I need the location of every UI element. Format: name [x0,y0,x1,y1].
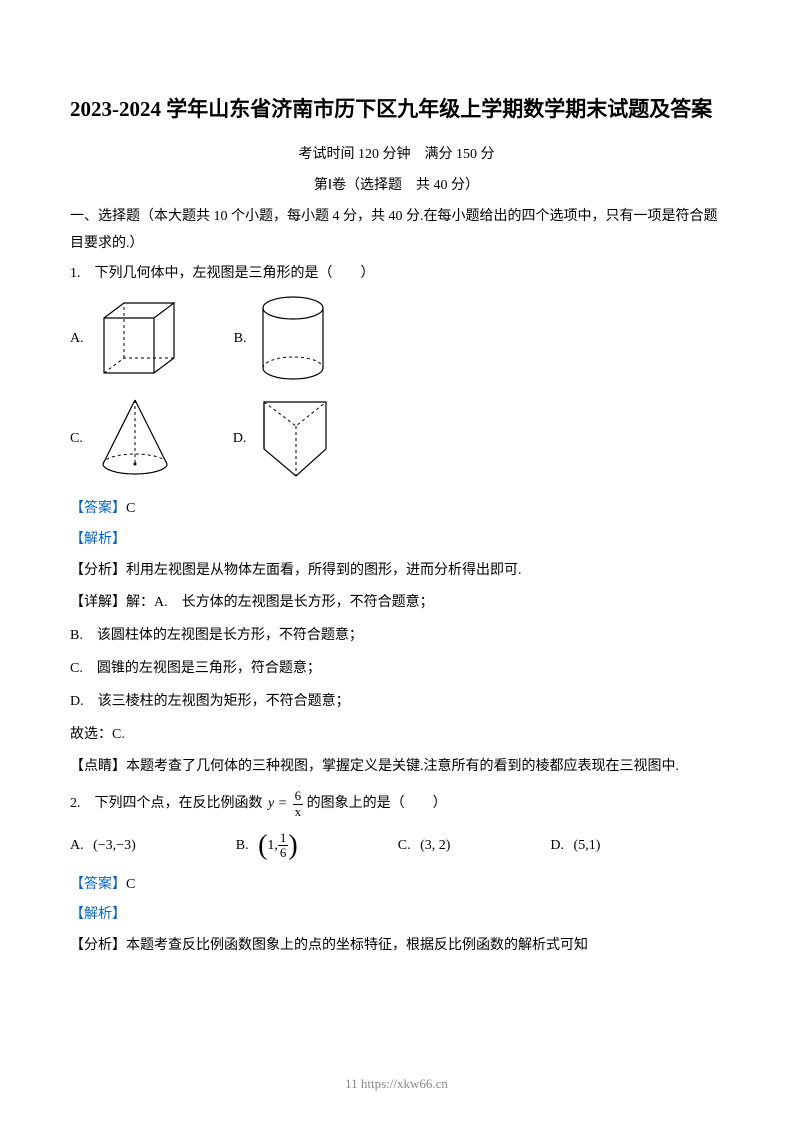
q1-option-a-label: A. [70,331,84,347]
q1-option-d-label: D. [233,431,247,447]
question-2-text: 2. 下列四个点，在反比例函数 y = 6 x 的图象上的是（ ） [70,789,723,819]
q2-option-d-value: (5,1) [574,838,601,853]
q1-answer-prefix: 【答案】 [70,501,126,516]
q2-formula-num: 6 [293,789,304,804]
exam-info-line2: 第Ⅰ卷（选择题 共 40 分） [70,173,723,198]
q2-answer-prefix: 【答案】 [70,877,126,892]
q2-answer: 【答案】C [70,870,723,901]
exam-info-line1: 考试时间 120 分钟 满分 150 分 [70,142,723,167]
section-1-header: 一、选择题（本大题共 10 个小题，每小题 4 分，共 40 分.在每小题给出的… [70,204,723,257]
q2-text-suffix: 的图象上的是（ ） [307,796,447,811]
q2-option-b-value: (1,16) [258,838,298,853]
q2-formula-var: y = [268,796,287,811]
q2-option-d-label: D. [550,838,564,853]
q2-option-a: A. (−3,−3) [70,831,136,862]
q1-answer-letter: C [126,501,135,516]
cuboid-icon [94,298,184,380]
q1-explanation-0: 【分析】利用左视图是从物体左面看，所得到的图形，进而分析得出即可. [70,556,723,587]
q1-options-row-1: A. B. [70,294,723,384]
q1-explanation-1: 【详解】解：A. 长方体的左视图是长方形，不符合题意； [70,588,723,619]
q2-option-a-value: (−3,−3) [93,838,136,853]
triangular-prism-icon [256,394,336,484]
q2-option-b: B. (1,16) [236,831,298,862]
q1-option-b-label: B. [234,331,247,347]
q2-option-b-prefix: 1, [267,838,278,853]
q1-explanation-6: 【点睛】本题考查了几何体的三种视图，掌握定义是关键.注意所有的看到的棱都应表现在… [70,752,723,783]
q2-formula-den: x [293,805,304,819]
document-title: 2023-2024 学年山东省济南市历下区九年级上学期数学期末试题及答案 [70,90,723,130]
q1-analysis-label: 【解析】 [70,525,723,556]
q2-option-c-value: (3, 2) [420,838,450,853]
q2-formula-fraction: 6 x [293,789,304,819]
q2-text-prefix: 2. 下列四个点，在反比例函数 [70,796,263,811]
q2-answer-letter: C [126,877,135,892]
q2-option-b-label: B. [236,838,249,853]
cylinder-icon [256,294,331,384]
q1-options-row-2: C. D. [70,394,723,484]
question-1-text: 1. 下列几何体中，左视图是三角形的是（ ） [70,261,723,288]
page-footer: 11 https://xkw66.cn [0,1076,793,1092]
q2-explanation-0: 【分析】本题考查反比例函数图象上的点的坐标特征，根据反比例函数的解析式可知 [70,931,723,962]
q1-explanation-2: B. 该圆柱体的左视图是长方形，不符合题意； [70,621,723,652]
q2-option-a-label: A. [70,838,84,853]
q1-explanation-3: C. 圆锥的左视图是三角形，符合题意； [70,654,723,685]
q1-answer: 【答案】C [70,494,723,525]
q2-option-c-label: C. [398,838,411,853]
q1-explanation-5: 故选：C. [70,720,723,751]
q1-explanation-4: D. 该三棱柱的左视图为矩形，不符合题意； [70,687,723,718]
q2-option-b-fraction: 16 [278,831,289,861]
q2-option-d: D. (5,1) [550,831,600,862]
q1-option-c-label: C. [70,431,83,447]
q2-analysis-label: 【解析】 [70,900,723,931]
q2-option-c: C. (3, 2) [398,831,451,862]
q2-options-row: A. (−3,−3) B. (1,16) C. (3, 2) D. (5,1) [70,831,723,862]
q2-option-b-num: 1 [278,831,289,846]
cone-icon [93,394,183,484]
q2-option-b-den: 6 [278,846,289,860]
